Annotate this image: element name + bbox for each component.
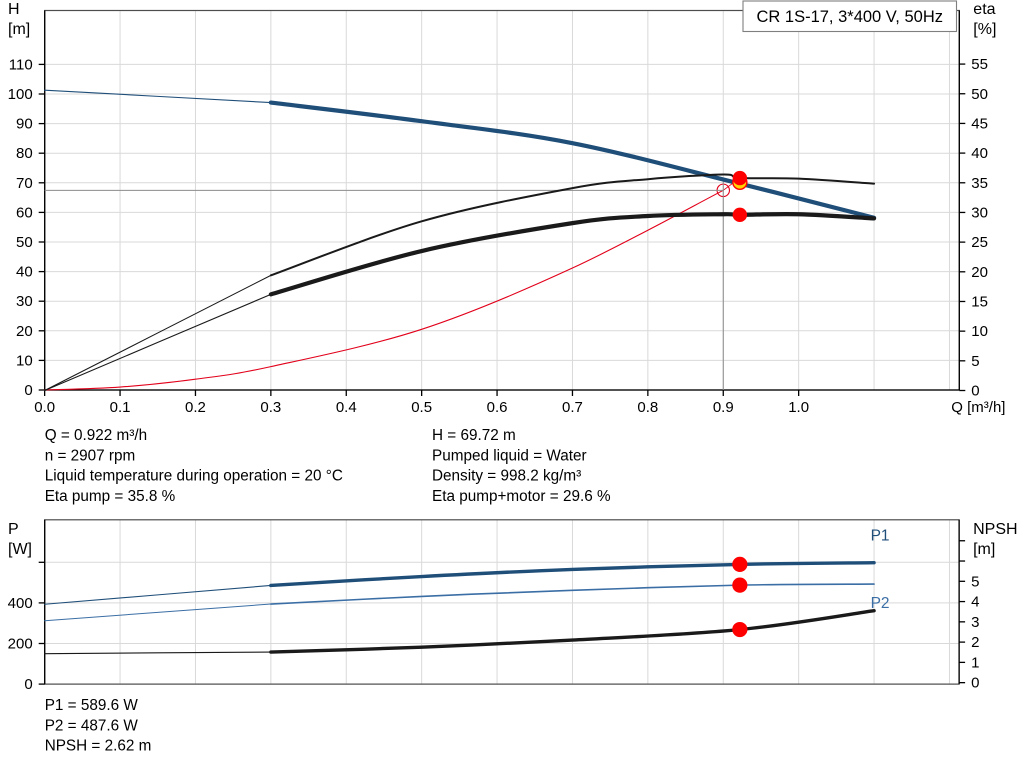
svg-text:[m]: [m] [8,21,30,38]
svg-text:25: 25 [971,234,988,251]
svg-text:0.0: 0.0 [34,399,55,416]
svg-text:3: 3 [971,614,979,631]
svg-text:0.9: 0.9 [713,399,734,416]
svg-text:90: 90 [16,116,33,133]
svg-text:Pumped liquid = Water: Pumped liquid = Water [432,447,587,464]
svg-text:50: 50 [16,234,33,251]
svg-text:30: 30 [971,204,988,221]
svg-text:20: 20 [971,264,988,281]
svg-text:0.5: 0.5 [411,399,432,416]
svg-text:70: 70 [16,175,33,192]
svg-text:P1 = 589.6 W: P1 = 589.6 W [45,697,139,714]
svg-text:CR 1S-17, 3*400 V, 50Hz: CR 1S-17, 3*400 V, 50Hz [756,8,943,26]
svg-text:4: 4 [971,594,979,611]
svg-text:NPSH: NPSH [973,521,1017,538]
svg-text:50: 50 [971,86,988,103]
svg-text:1: 1 [971,654,979,671]
svg-text:110: 110 [9,56,33,73]
svg-text:0: 0 [971,675,979,692]
svg-text:0.8: 0.8 [637,399,658,416]
svg-text:10: 10 [16,352,33,369]
svg-text:30: 30 [16,293,33,310]
svg-text:35: 35 [971,175,988,192]
svg-text:[%]: [%] [973,21,996,38]
svg-text:NPSH = 2.62 m: NPSH = 2.62 m [45,738,152,755]
svg-text:H: H [8,1,20,18]
svg-text:0: 0 [971,383,979,400]
svg-text:40: 40 [971,145,988,162]
svg-text:100: 100 [8,86,33,103]
svg-text:Eta pump = 35.8 %: Eta pump = 35.8 % [45,488,176,505]
svg-text:Eta pump+motor = 29.6 %: Eta pump+motor = 29.6 % [432,488,611,505]
svg-text:15: 15 [971,293,988,310]
svg-text:55: 55 [971,56,988,73]
svg-text:45: 45 [971,115,988,132]
svg-text:Q = 0.922 m³/h: Q = 0.922 m³/h [45,427,147,444]
svg-text:10: 10 [971,323,988,340]
svg-text:20: 20 [16,323,33,340]
svg-text:0.3: 0.3 [260,399,281,416]
svg-text:0.6: 0.6 [487,399,508,416]
svg-text:P2: P2 [871,595,890,612]
svg-text:H = 69.72 m: H = 69.72 m [432,427,516,444]
svg-text:5: 5 [971,353,979,370]
svg-text:80: 80 [16,145,33,162]
svg-text:1.0: 1.0 [788,399,809,416]
svg-text:Density = 998.2 kg/m³: Density = 998.2 kg/m³ [432,468,581,485]
svg-text:[W]: [W] [8,541,32,558]
svg-text:0: 0 [24,382,32,399]
svg-text:n = 2907 rpm: n = 2907 rpm [45,447,136,464]
svg-text:2: 2 [971,634,979,651]
svg-text:P2 = 487.6 W: P2 = 487.6 W [45,717,139,734]
svg-text:0.7: 0.7 [562,399,583,416]
svg-text:0: 0 [24,676,32,693]
svg-text:P: P [8,521,19,538]
svg-text:eta: eta [973,1,995,18]
svg-text:0.1: 0.1 [110,399,131,416]
svg-text:5: 5 [971,573,979,590]
svg-text:0.4: 0.4 [336,399,357,416]
svg-text:Liquid temperature during oper: Liquid temperature during operation = 20… [45,468,343,485]
svg-text:P1: P1 [871,528,890,545]
svg-text:40: 40 [16,264,33,281]
svg-text:400: 400 [8,595,33,612]
svg-text:60: 60 [16,204,33,221]
svg-text:Q [m³/h]: Q [m³/h] [951,399,1005,416]
svg-text:200: 200 [8,636,33,653]
svg-text:0.2: 0.2 [185,399,206,416]
svg-text:[m]: [m] [973,541,995,558]
